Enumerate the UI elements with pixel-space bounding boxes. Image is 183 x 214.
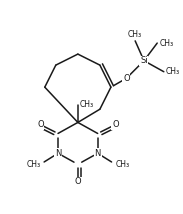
Text: N: N bbox=[55, 149, 61, 158]
Text: O: O bbox=[37, 120, 44, 129]
Text: O: O bbox=[112, 120, 119, 129]
Text: O: O bbox=[123, 74, 130, 83]
Text: CH₃: CH₃ bbox=[128, 30, 142, 39]
Text: CH₃: CH₃ bbox=[26, 160, 40, 169]
Text: CH₃: CH₃ bbox=[80, 100, 94, 109]
Text: Si: Si bbox=[140, 56, 148, 65]
Text: CH₃: CH₃ bbox=[159, 39, 173, 48]
Text: N: N bbox=[94, 149, 101, 158]
Text: CH₃: CH₃ bbox=[166, 67, 180, 76]
Text: O: O bbox=[74, 177, 81, 186]
Text: CH₃: CH₃ bbox=[115, 160, 129, 169]
